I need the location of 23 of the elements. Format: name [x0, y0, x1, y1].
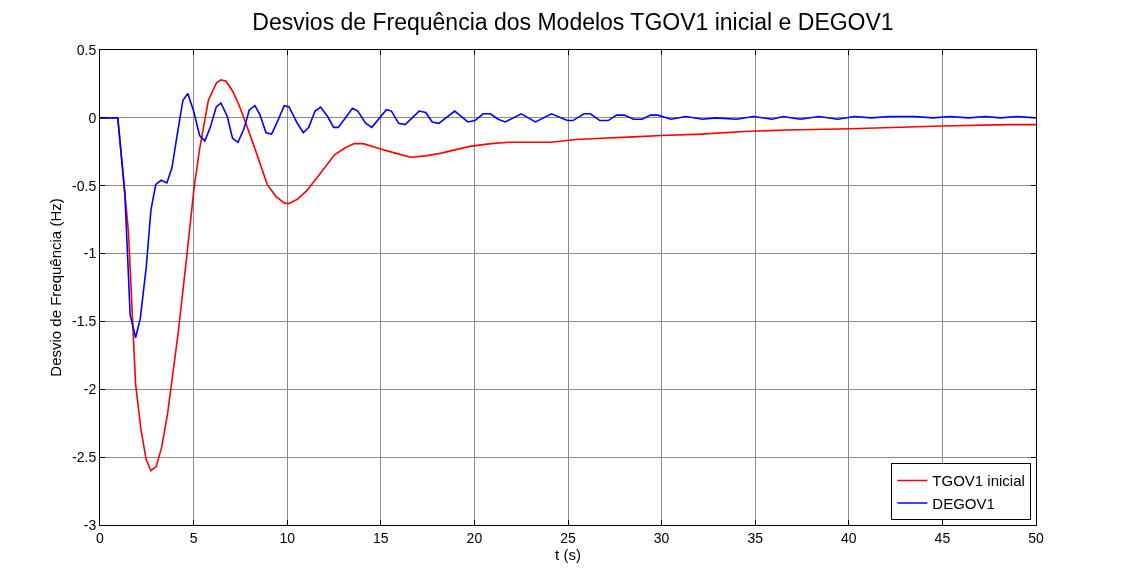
x-tick-label: 45: [934, 529, 951, 546]
x-tick-label: 35: [747, 529, 764, 546]
y-tick-label: 0.5: [76, 41, 97, 58]
x-tick-label: 20: [466, 529, 483, 546]
x-tick-label: 5: [189, 529, 198, 546]
y-tick-label: -1: [83, 245, 97, 262]
legend-label: DEGOV1: [932, 494, 995, 512]
x-tick-label: 40: [841, 529, 857, 546]
x-tick-label: 50: [1028, 529, 1044, 546]
x-tick-label: 25: [560, 529, 576, 546]
chart-title: Desvios de Frequência dos Modelos TGOV1 inicial e DEGOV1: [252, 9, 894, 36]
x-tick-label: 30: [653, 529, 670, 546]
y-tick-label: -1.5: [72, 313, 97, 330]
y-tick-label: 0: [88, 109, 97, 126]
y-tick-label: -2.5: [72, 449, 97, 466]
y-axis-title: Desvio de Frequência (Hz): [47, 198, 65, 377]
y-tick-label: -2: [83, 381, 97, 398]
y-tick-label: -3: [83, 516, 97, 533]
x-tick-label: 10: [279, 529, 296, 546]
x-axis-title: t (s): [555, 545, 581, 563]
x-tick-label: 15: [373, 529, 389, 546]
y-tick-label: -0.5: [72, 177, 97, 194]
legend-label: TGOV1 inicial: [932, 472, 1025, 490]
